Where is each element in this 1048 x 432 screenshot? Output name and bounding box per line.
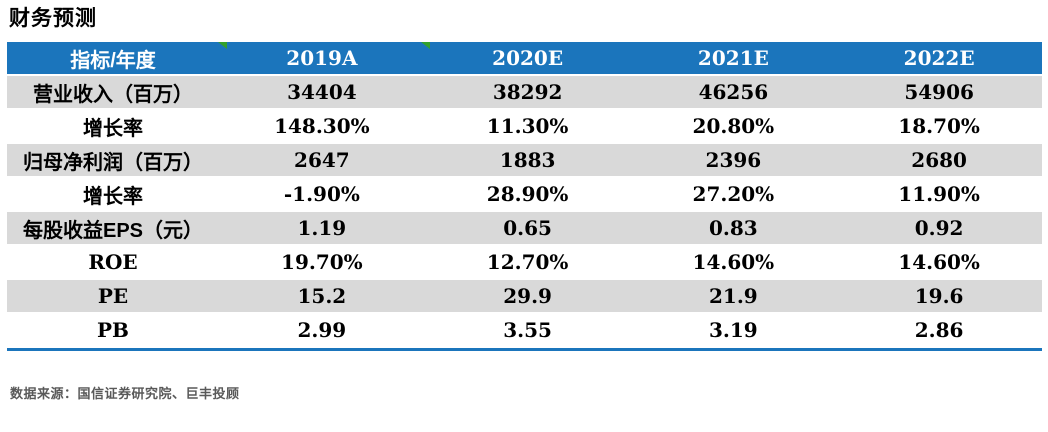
cell-value: 2.86 bbox=[914, 318, 964, 342]
cell-value: 11.90% bbox=[898, 182, 980, 206]
cell-value: 28.90% bbox=[486, 182, 569, 206]
column-header-2021e: 2021E bbox=[697, 46, 769, 70]
cell-value: 2680 bbox=[911, 148, 967, 172]
table-row-revenue-growth: 增长率 148.30% 11.30% 20.80% 18.70% bbox=[7, 110, 1042, 144]
cell-value: 3.55 bbox=[503, 318, 552, 342]
cell-value: 27.20% bbox=[692, 182, 775, 206]
cell-value: 0.83 bbox=[709, 216, 758, 240]
table-row-pe: PE 15.2 29.9 21.9 19.6 bbox=[7, 280, 1042, 314]
cell-value: 0.92 bbox=[914, 216, 964, 240]
table-row-profit-growth: 增长率 -1.90% 28.90% 27.20% 11.90% bbox=[7, 178, 1042, 212]
cell-value: 34404 bbox=[287, 80, 357, 104]
cell-value: 18.70% bbox=[898, 114, 980, 138]
row-label: 营业收入（百万） bbox=[33, 83, 193, 106]
table-header-row: 指标/年度 2019A 2020E 2021E 2022E bbox=[7, 42, 1042, 76]
cell-value: 54906 bbox=[904, 80, 974, 104]
cell-value: 12.70% bbox=[486, 250, 569, 274]
row-label: PE bbox=[97, 284, 129, 308]
cell-value: 14.60% bbox=[898, 250, 980, 274]
cell-value: 3.19 bbox=[709, 318, 758, 342]
row-label: PB bbox=[97, 318, 129, 342]
green-corner-marker-icon bbox=[218, 42, 227, 49]
cell-value: 11.30% bbox=[486, 114, 569, 138]
financial-forecast-table: 指标/年度 2019A 2020E 2021E 2022E 营业收入（百万） 3… bbox=[7, 42, 1042, 351]
section-title: 财务预测 bbox=[9, 7, 97, 30]
green-corner-marker-icon bbox=[421, 42, 430, 49]
cell-value: 2.99 bbox=[297, 318, 347, 342]
row-label: ROE bbox=[88, 250, 138, 274]
cell-value: 21.9 bbox=[709, 284, 758, 308]
cell-value: 14.60% bbox=[692, 250, 775, 274]
cell-value: 0.65 bbox=[503, 216, 552, 240]
cell-value: 2396 bbox=[705, 148, 762, 172]
cell-value: 1.19 bbox=[297, 216, 347, 240]
cell-value: 46256 bbox=[698, 80, 769, 104]
table-row-pb: PB 2.99 3.55 3.19 2.86 bbox=[7, 314, 1042, 348]
cell-value: 20.80% bbox=[692, 114, 775, 138]
table-row-roe: ROE 19.70% 12.70% 14.60% 14.60% bbox=[7, 246, 1042, 280]
table-row-revenue: 营业收入（百万） 34404 38292 46256 54906 bbox=[7, 76, 1042, 110]
cell-value: 38292 bbox=[492, 80, 563, 104]
cell-value: -1.90% bbox=[283, 182, 360, 206]
column-header-2020e: 2020E bbox=[492, 46, 564, 70]
cell-value: 15.2 bbox=[297, 284, 347, 308]
row-label: 归母净利润（百万） bbox=[23, 151, 203, 174]
column-header-2019a: 2019A bbox=[286, 46, 358, 70]
table-row-net-profit: 归母净利润（百万） 2647 1883 2396 2680 bbox=[7, 144, 1042, 178]
cell-value: 148.30% bbox=[274, 114, 370, 138]
column-header-indicator: 指标/年度 bbox=[70, 49, 156, 72]
row-label: 增长率 bbox=[83, 185, 143, 208]
row-label: 每股收益EPS（元） bbox=[22, 219, 204, 242]
data-source-note: 数据来源：国信证券研究院、巨丰投顾 bbox=[10, 386, 240, 401]
cell-value: 1883 bbox=[499, 148, 556, 172]
cell-value: 2647 bbox=[294, 148, 350, 172]
row-label: 增长率 bbox=[83, 117, 143, 140]
column-header-2022e: 2022E bbox=[903, 46, 975, 70]
cell-value: 19.6 bbox=[914, 284, 964, 308]
cell-value: 19.70% bbox=[281, 250, 363, 274]
table-row-eps: 每股收益EPS（元） 1.19 0.65 0.83 0.92 bbox=[7, 212, 1042, 246]
cell-value: 29.9 bbox=[503, 284, 552, 308]
